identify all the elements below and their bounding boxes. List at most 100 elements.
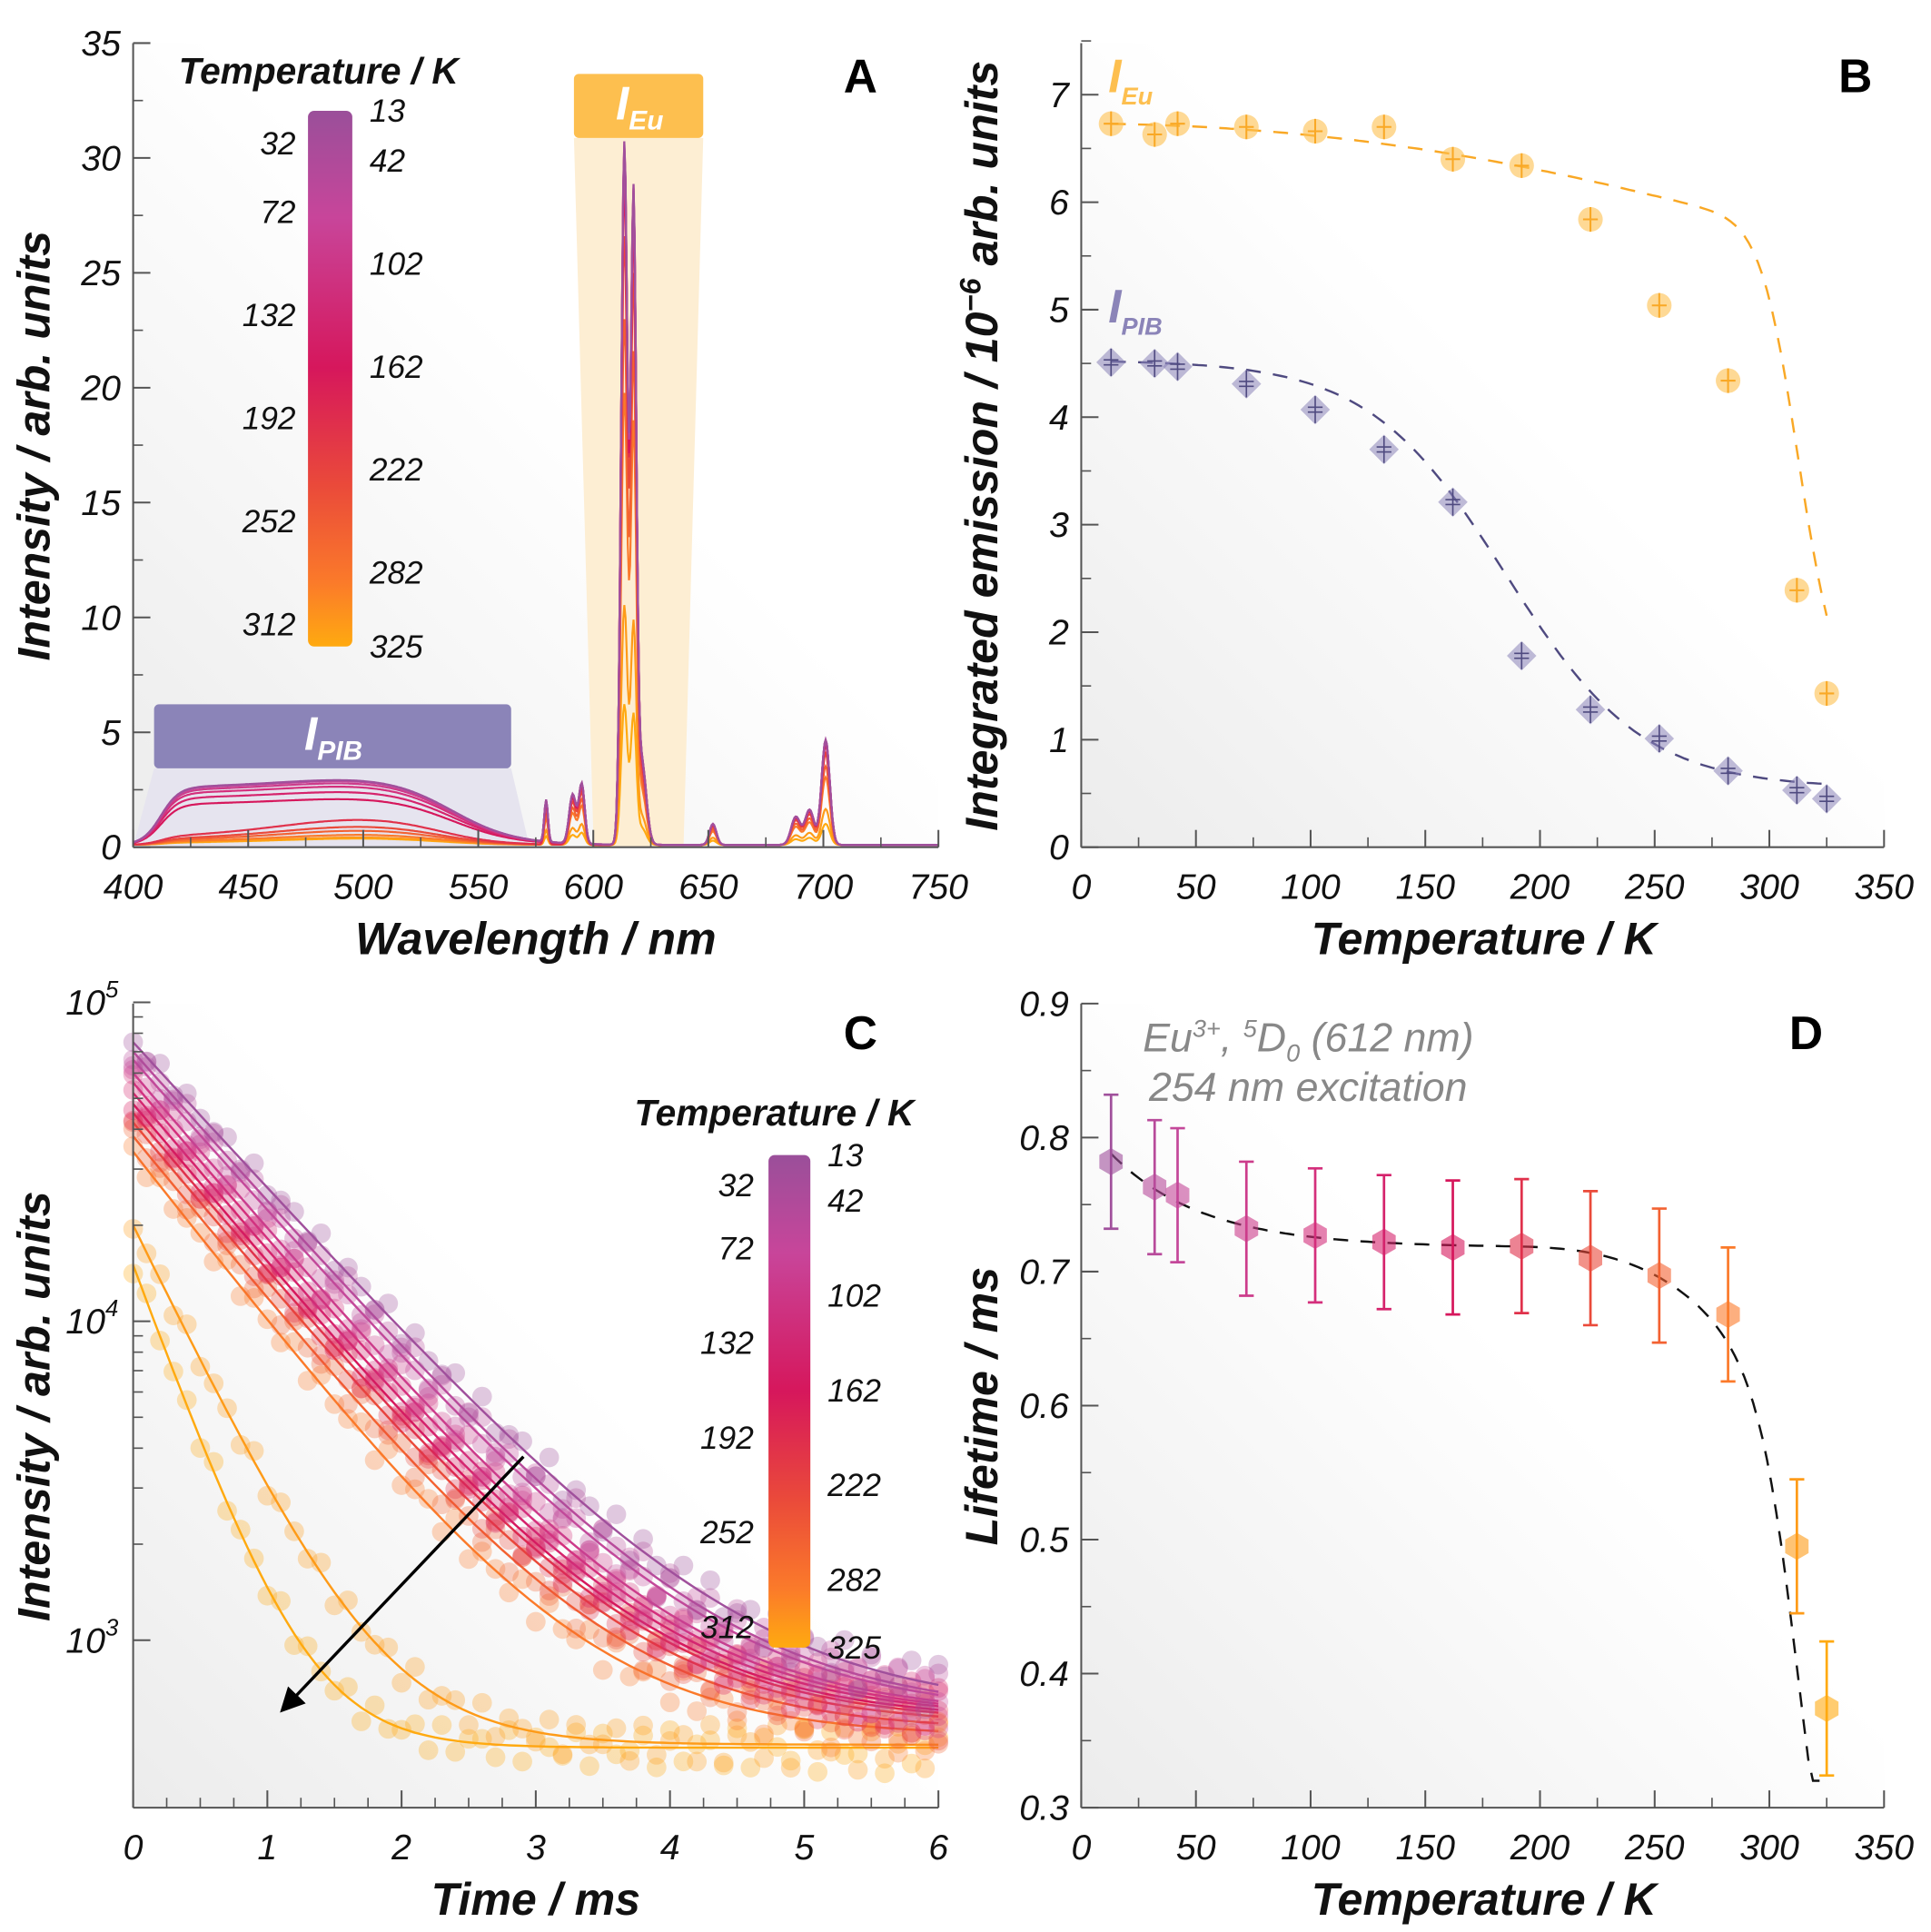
panel-label-a: A [844,50,877,103]
decay-fit-line-32K [132,1051,939,1693]
decay-data-point-282K [418,1489,439,1509]
decay-data-point-42K [485,1442,506,1463]
decay-data-point-32K [391,1342,411,1363]
decay-data-point-192K [579,1600,599,1620]
decay-data-point-72K [633,1605,653,1626]
decay-data-point-282K [647,1659,667,1679]
decay-data-point-252K [861,1731,882,1752]
axes-b: 0 50 100 150 200 250 300 350 0 1 2 3 4 5 6 7 [1048,40,1914,907]
error-bar-pib [1651,725,1667,753]
decay-data-point-162K [647,1638,667,1658]
decay-data-point-72K [405,1395,425,1416]
decay-data-point-325K [606,1744,627,1765]
decay-data-point-325K [485,1747,506,1768]
decay-data-point-252K [659,1671,680,1691]
decay-data-point-312K [915,1758,936,1778]
decay-data-point-222K [673,1664,694,1684]
fit-line [1110,1153,1827,1782]
decay-data-point-282K [526,1611,546,1632]
colorbar-label: 132 [243,298,296,333]
decay-data-point-132K [687,1654,708,1675]
decay-data-point-13K [807,1636,828,1657]
decay-data-point-252K [526,1571,546,1592]
decay-data-point-312K [606,1718,627,1739]
decay-data-point-72K [928,1718,949,1739]
decay-data-point-72K [861,1703,882,1724]
decay-data-point-222K [176,1184,197,1204]
decay-data-point-252K [552,1577,573,1597]
decay-data-point-192K [740,1689,761,1710]
decay-data-point-42K [378,1344,399,1364]
decay-data-point-222K [606,1630,627,1650]
decay-data-point-132K [659,1632,680,1653]
decay-data-point-32K [552,1508,573,1528]
decay-data-point-13K [592,1521,613,1542]
decay-data-point-32K [418,1378,439,1399]
x-tick-label: 50 [1176,1828,1216,1868]
y-tick-label: 10 [81,598,121,638]
y-tick-label: 105 [65,977,119,1023]
decay-data-point-32K [713,1631,734,1652]
decay-data-point-132K [351,1340,371,1361]
decay-data-point-282K [552,1619,573,1640]
y-tick-label: 35 [81,24,121,64]
decay-data-point-282K [364,1450,385,1471]
decay-data-point-282K [915,1740,936,1761]
decay-data-point-102K [619,1582,640,1602]
colorbar-label: 132 [700,1326,754,1362]
decay-data-point-325K [150,1331,170,1351]
decay-data-point-42K [338,1284,358,1305]
error-bar-pib [1104,349,1119,376]
plot-b-marks [1095,111,1842,814]
decay-data-point-162K [203,1183,224,1204]
decay-data-point-132K [284,1262,304,1283]
error-bar-pib [1789,777,1805,804]
y-axis-label-c: Intensity / arb. units [8,1191,59,1621]
decay-data-point-132K [592,1592,613,1613]
y-tick-label: 0.5 [1019,1521,1069,1560]
decay-data-point-42K [901,1707,922,1728]
decay-data-point-42K [566,1508,587,1529]
x-axis-label-d: Temperature / K [1312,1874,1660,1925]
decay-data-point-282K [847,1728,868,1749]
y-tick-label: 0.8 [1019,1118,1069,1158]
decay-data-point-312K [485,1727,506,1747]
decay-data-point-312K [364,1634,385,1655]
axes-c: 0 1 2 3 4 5 6 105 104 103 [65,977,948,1868]
decay-data-point-42K [740,1652,761,1673]
decay-data-point-222K [378,1420,399,1441]
decay-data-point-32K [821,1647,841,1668]
decay-data-point-32K [888,1659,908,1679]
decay-data-point-132K [136,1105,157,1126]
x-tick-label: 150 [1395,1828,1455,1868]
colorbar-labels-c: 32 72 132 192 252 312 13 42 102 162 222 282 325 [699,1138,881,1666]
decay-data-point-102K [150,1100,170,1120]
decay-data-point-252K [405,1467,425,1488]
decay-data-point-252K [445,1490,466,1511]
decay-data-point-282K [190,1223,211,1243]
decay-data-point-42K [928,1691,949,1712]
colorbar-label: 192 [243,401,296,437]
decay-data-point-162K [163,1148,183,1169]
decay-data-point-102K [606,1570,627,1591]
decay-data-point-312K [459,1715,479,1735]
decay-data-point-102K [888,1712,908,1733]
decay-data-point-192K [391,1405,411,1426]
decay-data-point-222K [861,1717,882,1737]
decay-data-point-13K [257,1184,278,1205]
decay-data-point-102K [136,1095,157,1116]
y-axis-label-b: Integrated emission / 10−6 arb. units [954,61,1007,831]
colorbar-label: 282 [827,1562,881,1598]
decay-data-point-325K [405,1714,425,1735]
decay-data-point-312K [847,1759,868,1780]
decay-data-point-252K [619,1624,640,1645]
decay-data-point-325K [431,1715,452,1735]
colorbar-label: 72 [260,195,296,231]
error-bar-pib [1147,350,1163,378]
decay-data-point-72K [552,1509,573,1530]
decay-data-point-102K [257,1220,278,1241]
decay-data-point-252K [821,1712,841,1733]
decay-data-point-222K [459,1476,479,1497]
decay-data-point-282K [727,1710,748,1730]
decay-data-point-282K [592,1660,613,1680]
